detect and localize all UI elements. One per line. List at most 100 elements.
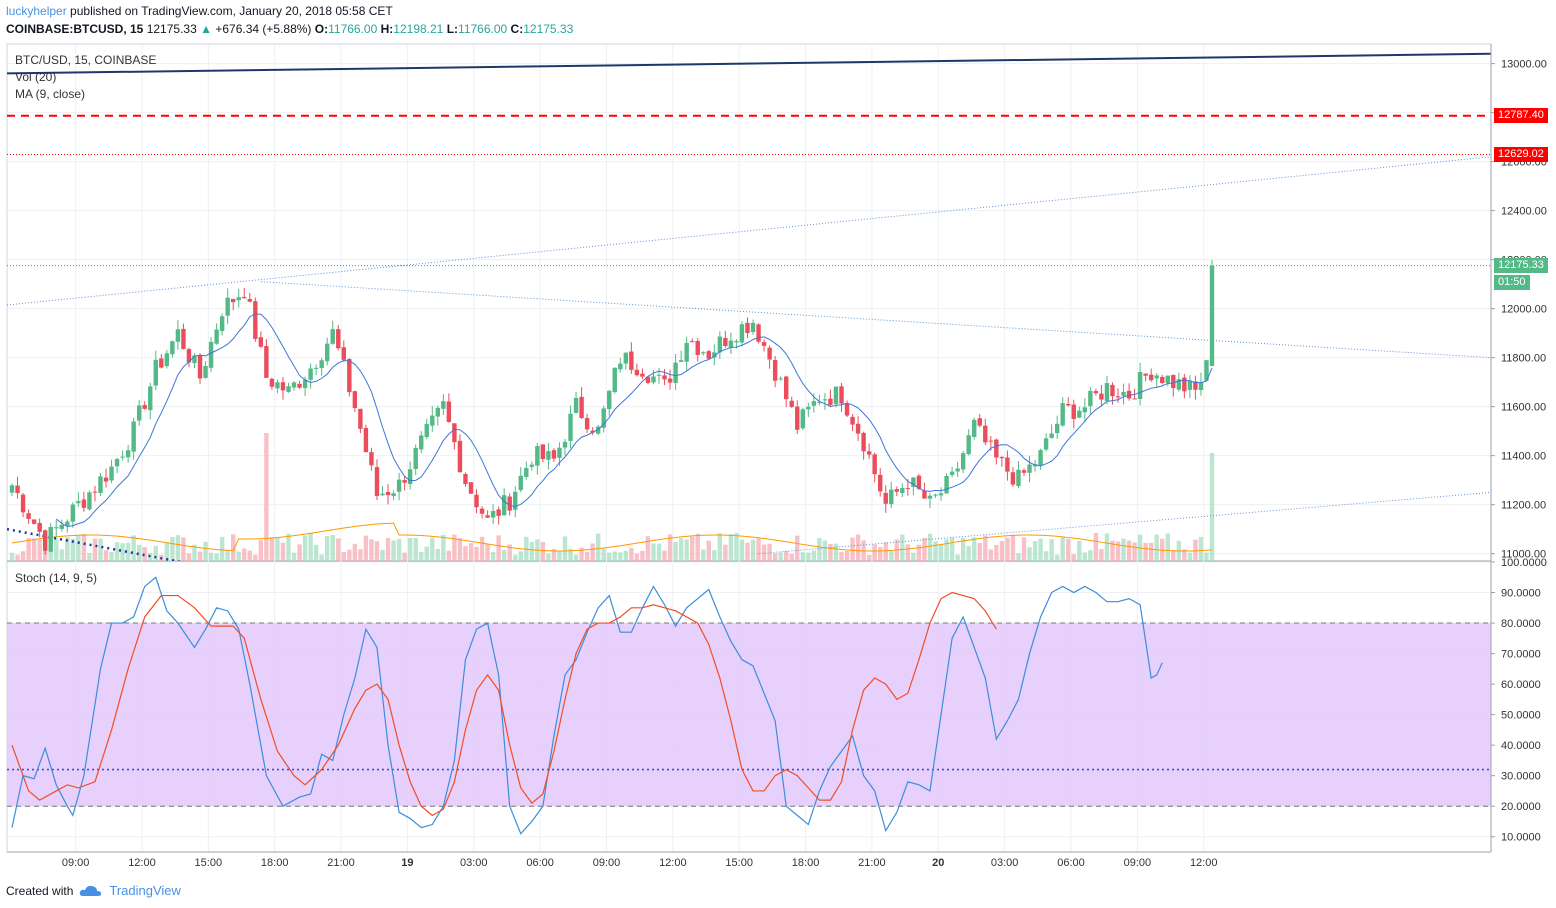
- ma-legend: MA (9, close): [15, 87, 86, 101]
- volume-bar: [601, 548, 606, 561]
- volume-bar: [286, 533, 291, 561]
- candle-body: [1176, 379, 1182, 390]
- footer: Created with TradingView: [6, 883, 181, 898]
- candle-body: [933, 494, 938, 496]
- volume-bar: [380, 549, 385, 561]
- volume-bar: [938, 544, 944, 561]
- candle-body: [1071, 404, 1076, 419]
- volume-bar: [960, 538, 966, 561]
- publish-header: luckyhelper published on TradingView.com…: [6, 4, 393, 18]
- volume-bar: [756, 538, 761, 561]
- candle-body: [1016, 469, 1021, 487]
- candle-body: [1115, 396, 1121, 398]
- volume-bar: [789, 553, 794, 561]
- time-tick-label: 15:00: [725, 857, 753, 869]
- volume-bar: [70, 538, 76, 561]
- price-axis[interactable]: 13000.0012800.0012600.0012400.0012200.00…: [1490, 44, 1547, 852]
- descending-trendline: [260, 281, 1491, 359]
- volume-bar: [253, 554, 258, 561]
- candle-body: [70, 504, 76, 522]
- volume-bar: [435, 549, 441, 561]
- stoch-axis[interactable]: 100.0000 90.0000 80.0000 70.0000 60.0000 50.0…: [1491, 557, 1547, 844]
- volume-bar: [855, 534, 861, 561]
- volume-bar: [811, 550, 817, 561]
- candle-body: [684, 342, 689, 362]
- candle-body: [1182, 377, 1187, 392]
- candle-body: [889, 489, 894, 505]
- candle-body: [988, 440, 994, 442]
- volume-bar: [944, 539, 949, 561]
- candle-body: [186, 349, 192, 363]
- candle-body: [153, 359, 158, 386]
- time-axis[interactable]: 09:00 12:00 15:00 18:00 21:00 19 03:00 06:00 09:…: [7, 851, 1491, 869]
- author-link[interactable]: luckyhelper: [6, 4, 67, 18]
- candle-body: [662, 375, 667, 380]
- tradingview-link[interactable]: TradingView: [109, 883, 181, 898]
- candle-body: [15, 485, 20, 494]
- volume-bar: [54, 538, 59, 561]
- volume-bar: [264, 433, 269, 561]
- candle-body: [507, 496, 512, 511]
- candle-body: [977, 418, 982, 426]
- candle-body: [1005, 457, 1010, 472]
- volume-bar: [247, 550, 252, 561]
- candle-body: [1054, 423, 1060, 434]
- volume-bar: [302, 535, 308, 561]
- volume-bar: [689, 536, 695, 561]
- volume-bar: [65, 537, 70, 561]
- candle-body: [396, 479, 402, 492]
- volume-bar: [966, 545, 971, 561]
- candle-body: [402, 479, 407, 483]
- time-tick-label: 06:00: [526, 857, 554, 869]
- volume-bar: [20, 551, 26, 561]
- candle-body: [1010, 472, 1016, 485]
- candle-body: [916, 475, 922, 489]
- candle-body: [607, 390, 612, 409]
- volume-bar: [905, 544, 911, 561]
- volume-bar: [723, 544, 728, 561]
- volume-bar: [114, 542, 120, 561]
- candle-body: [81, 499, 87, 508]
- price-tick-label: 13000.00: [1501, 59, 1547, 71]
- volume-bar: [269, 537, 275, 561]
- volume-bar: [236, 551, 241, 561]
- stoch-d-line: [11, 591, 997, 817]
- time-tick-label: 18:00: [792, 857, 820, 869]
- volume-bar: [330, 534, 335, 561]
- upper-trendline: [7, 52, 1491, 75]
- candle-body: [983, 425, 988, 443]
- volume-bar: [1093, 533, 1099, 561]
- last-price-label: 12175.33: [146, 22, 197, 36]
- price-tick-label: 11000.00: [1501, 549, 1546, 561]
- channel-lower-line: [758, 491, 1491, 555]
- candle-body: [419, 435, 424, 450]
- candle-body: [253, 301, 258, 339]
- volume-bar: [778, 552, 783, 561]
- candle-body: [590, 430, 595, 433]
- volume-bar: [767, 543, 772, 561]
- volume-bar: [175, 535, 181, 561]
- volume-bar: [728, 534, 734, 561]
- volume-legend: Vol (20): [15, 70, 57, 84]
- volume-bar: [712, 550, 717, 561]
- candle-body: [1049, 433, 1054, 438]
- volume-bar: [678, 538, 684, 561]
- candle-body: [634, 369, 640, 376]
- volume-bar: [866, 554, 872, 561]
- stoch-tick-label: 20.0000: [1501, 801, 1541, 813]
- volume-bar: [358, 549, 363, 561]
- candle-body: [125, 450, 131, 458]
- price-tick-label: 12000.00: [1501, 304, 1547, 316]
- candle-body: [142, 405, 147, 409]
- volume-bar: [479, 536, 485, 561]
- candle-body: [269, 378, 275, 387]
- volume-bar: [208, 552, 214, 561]
- volume-bar: [490, 552, 496, 561]
- candle-body: [861, 432, 866, 452]
- candle-body: [601, 408, 606, 428]
- candle-body: [800, 409, 805, 429]
- volume-bar: [1005, 537, 1010, 561]
- candle-body: [728, 340, 734, 348]
- candle-body: [42, 530, 48, 551]
